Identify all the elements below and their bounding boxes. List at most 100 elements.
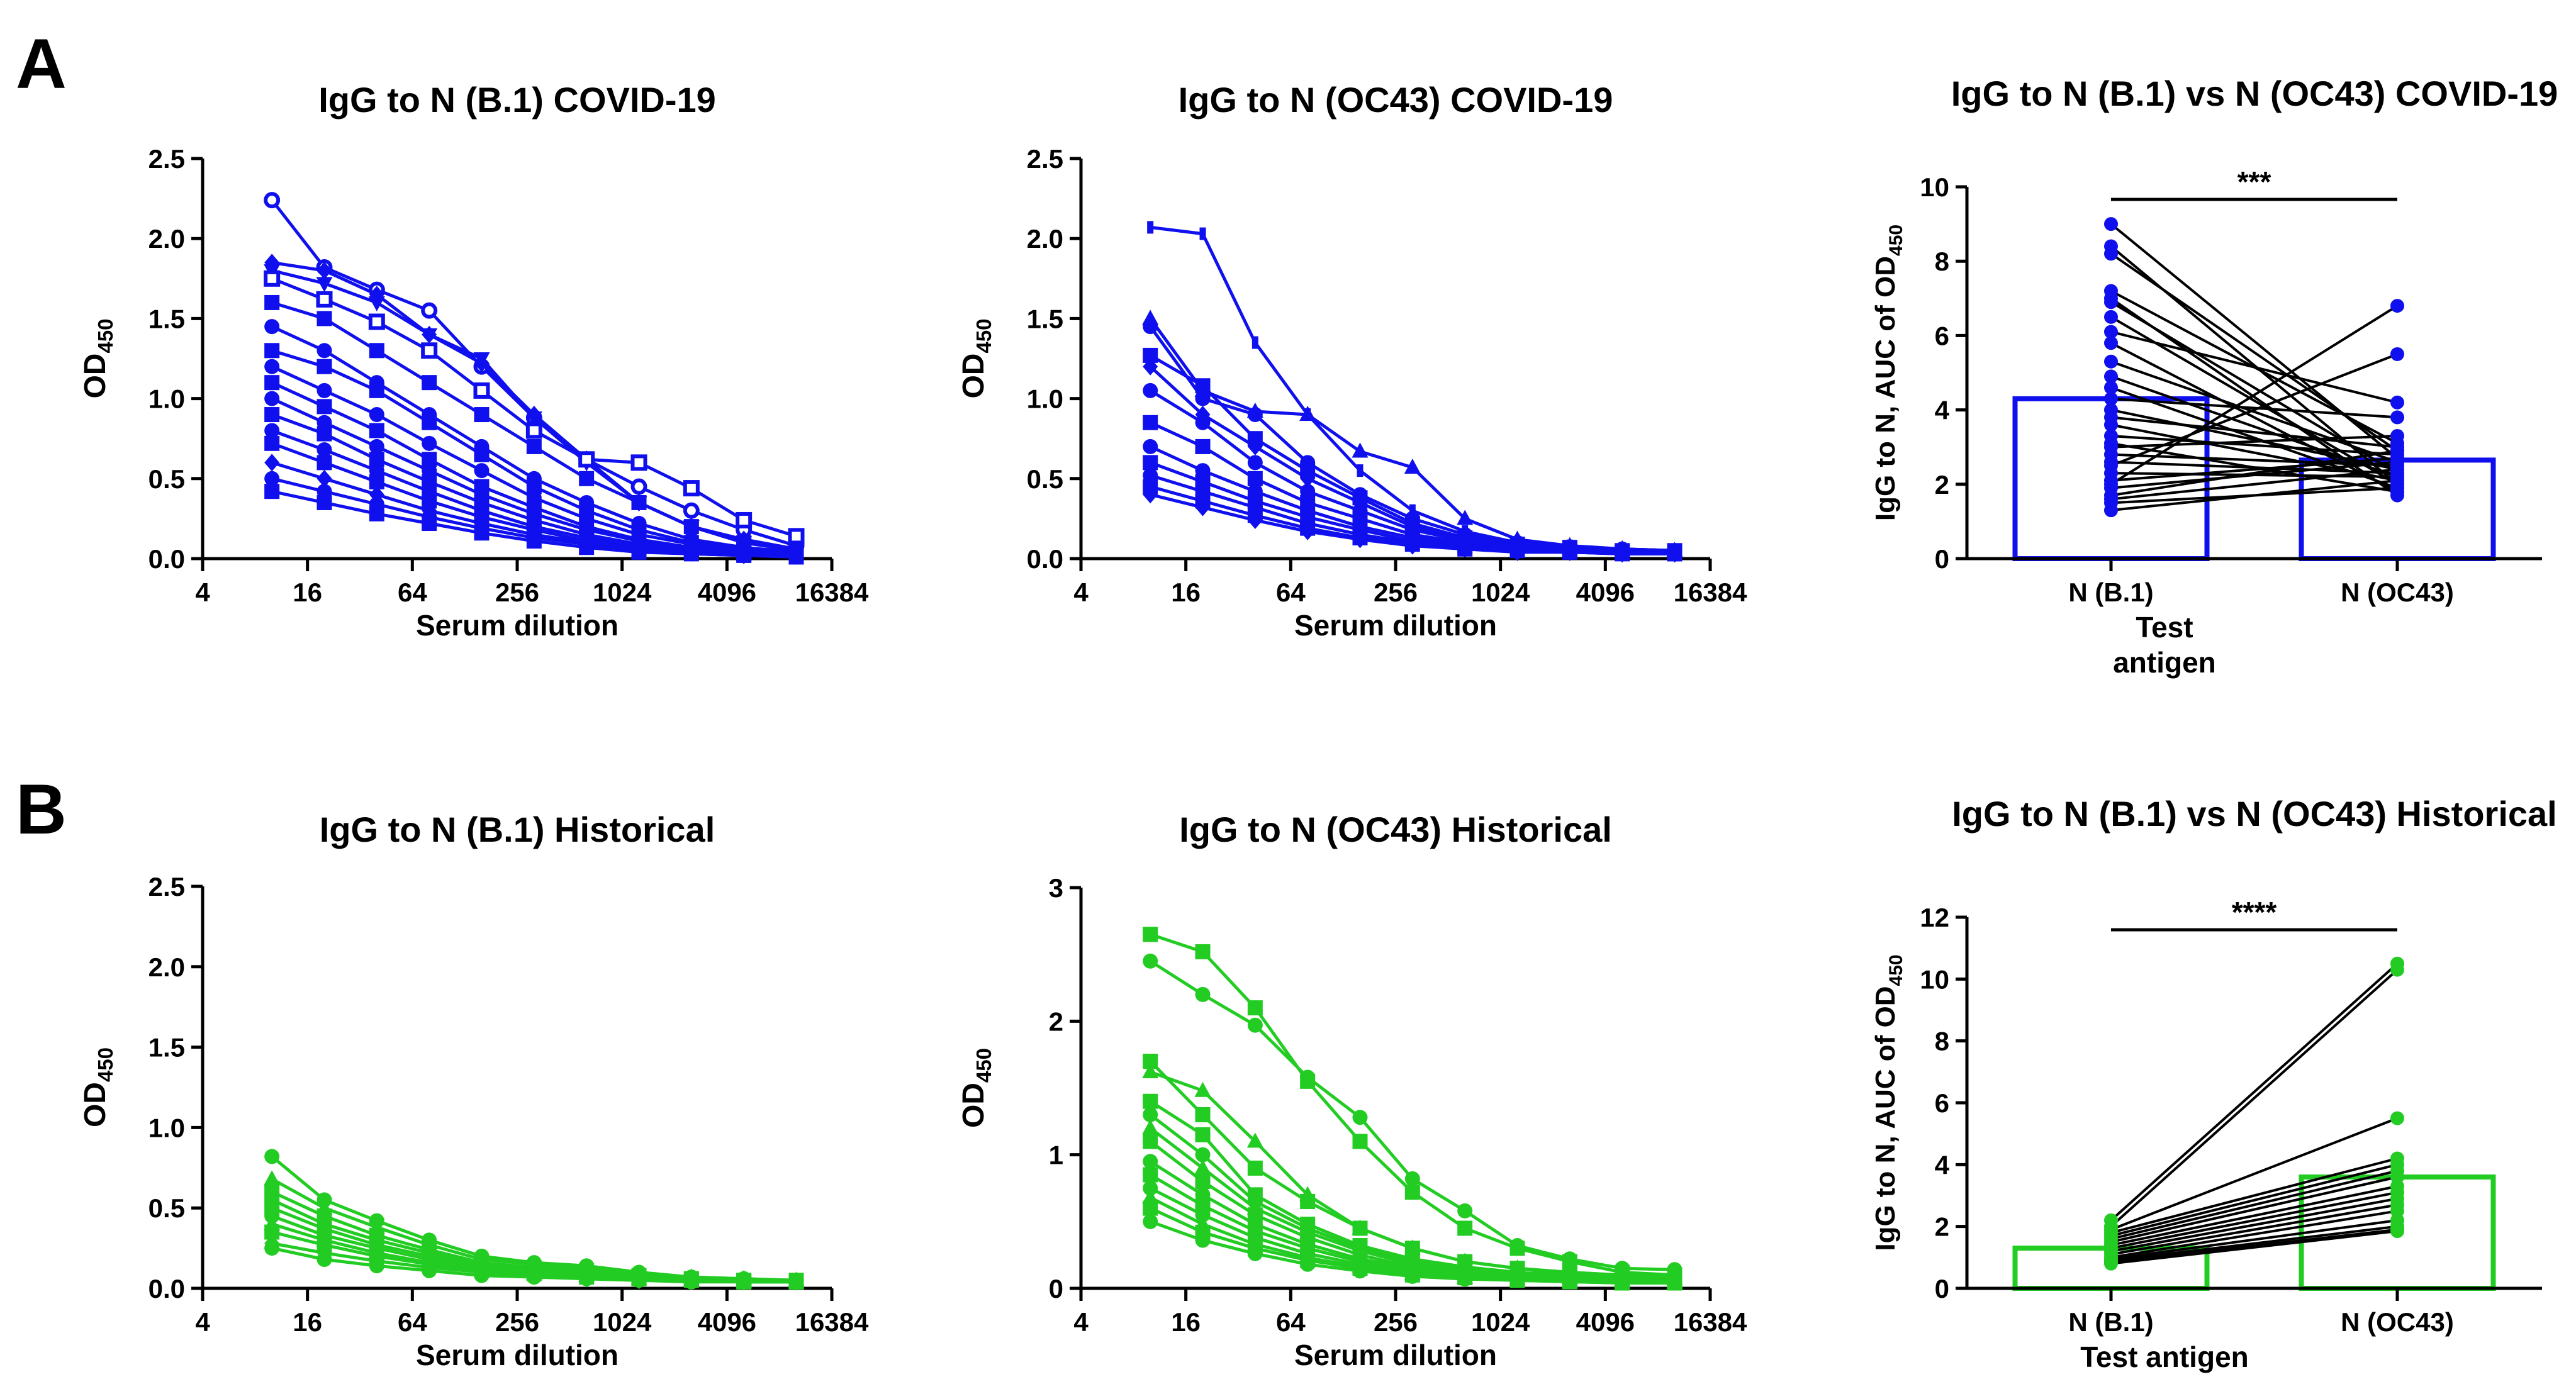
- data-point: [473, 352, 490, 367]
- data-point: [1247, 1160, 1263, 1176]
- pair-line: [2110, 330, 2398, 404]
- paired-samples: [2104, 217, 2404, 518]
- data-point: [1143, 455, 1158, 471]
- data-point: [2390, 428, 2404, 443]
- data-point: [2104, 391, 2118, 406]
- pair-line: [2110, 1197, 2398, 1252]
- y-axis-label-main: IgG to N, AUC of OD: [1870, 256, 1901, 521]
- pair-line: [2110, 479, 2398, 512]
- x-tick-label: 4: [195, 1307, 210, 1337]
- data-point: [2390, 462, 2404, 477]
- data-point: [579, 1271, 595, 1286]
- y-tick-label: 2.5: [148, 872, 185, 901]
- data-point: [1195, 378, 1211, 394]
- data-point: [369, 438, 384, 454]
- data-point: [1143, 953, 1158, 969]
- y-tick-label: 2.0: [148, 224, 185, 254]
- pair-line: [2110, 416, 2398, 449]
- data-point: [1615, 1275, 1630, 1291]
- data-point: [1615, 545, 1630, 563]
- y-tick-label: 2: [1049, 1007, 1063, 1036]
- y-axis-label-main: OD: [79, 354, 112, 399]
- data-point: [1194, 1081, 1211, 1097]
- x-axis-label: Test antigen: [2080, 1341, 2249, 1373]
- data-point: [264, 1149, 280, 1164]
- chart-b-b1: IgG to N (B.1) Historical 0.0 0.5 1.0 1.5 2.0…: [79, 810, 869, 1371]
- data-point: [1143, 319, 1158, 335]
- data-point: [1247, 455, 1263, 471]
- pair-line: [2110, 468, 2398, 501]
- data-point: [316, 455, 332, 471]
- y-tick-label: 0.0: [148, 1274, 185, 1303]
- data-point: [630, 478, 647, 495]
- x-tick-label: 64: [1276, 577, 1306, 607]
- pair-line: [2110, 453, 2398, 467]
- data-point: [1404, 1268, 1420, 1284]
- y-axis-label-subscript: 450: [972, 1048, 995, 1083]
- chart-a-b1: IgG to N (B.1) COVID-19 0.0 0.5 1.0 1.5 2.0 2.…: [79, 80, 869, 642]
- x-tick-label: 4: [195, 577, 210, 607]
- pair-line: [2110, 969, 2399, 1228]
- data-point: [1195, 1127, 1211, 1142]
- data-point: [1143, 1200, 1158, 1216]
- y-axis-label-main: IgG to N, AUC of OD: [1870, 986, 1901, 1251]
- data-point: [2104, 247, 2118, 261]
- data-point: [421, 342, 438, 359]
- series-s12: [1143, 486, 1683, 563]
- x-category-label: N (B.1): [2068, 1307, 2153, 1337]
- x-tick-label: 4: [1073, 577, 1089, 607]
- data-point: [316, 359, 332, 374]
- data-point: [683, 546, 699, 562]
- data-point: [1195, 415, 1211, 430]
- x-tick-label: 4096: [1576, 577, 1635, 607]
- data-point: [264, 407, 280, 423]
- x-category-label: N (OC43): [2341, 1307, 2454, 1337]
- y-axis-label-subscript: 450: [94, 1047, 117, 1082]
- y-axis-label: IgG to N, AUC of OD450: [1870, 225, 1907, 521]
- pair-line: [2110, 460, 2398, 475]
- y-tick-label: 0.0: [1027, 544, 1063, 574]
- data-point: [1143, 1167, 1158, 1183]
- panel-label-b: B: [16, 770, 67, 849]
- data-point: [264, 294, 280, 310]
- x-tick-label: 16384: [795, 1307, 869, 1337]
- data-point: [1352, 442, 1369, 458]
- data-point: [2104, 310, 2118, 324]
- y-tick-label: 2.0: [1027, 224, 1063, 254]
- data-point: [2104, 1256, 2118, 1271]
- data-point: [264, 484, 280, 499]
- data-point: [1194, 1159, 1211, 1174]
- data-point: [1143, 438, 1158, 454]
- data-point: [316, 343, 332, 359]
- y-axis-label-main: OD: [79, 1082, 112, 1127]
- data-point: [1247, 437, 1263, 455]
- data-point: [1299, 406, 1316, 421]
- x-axis-label: Serum dilution: [1294, 609, 1497, 642]
- pair-line: [2110, 1191, 2398, 1250]
- data-point: [1195, 986, 1211, 1002]
- pair-line: [2110, 449, 2398, 497]
- data-point: [1357, 464, 1364, 477]
- data-point: [1142, 1119, 1159, 1135]
- y-tick-label: 1.0: [148, 384, 185, 414]
- series-s14: [1143, 1213, 1683, 1291]
- data-point: [683, 480, 700, 497]
- chart-a-pair: IgG to N (B.1) vs N (OC43) COVID-19 0 2 4 6 8…: [1870, 74, 2558, 679]
- series-line: [1150, 225, 1675, 552]
- data-point: [1247, 407, 1263, 423]
- data-point: [1509, 1238, 1525, 1254]
- data-point: [736, 511, 753, 528]
- data-point: [1404, 458, 1421, 474]
- x-tick-label: 1024: [593, 1307, 652, 1337]
- paired-samples: [2104, 956, 2404, 1271]
- data-point: [264, 375, 280, 391]
- data-point: [1562, 543, 1577, 561]
- chart-title: IgG to N (B.1) COVID-19: [318, 80, 716, 120]
- data-point: [421, 328, 438, 343]
- data-point: [264, 1241, 280, 1256]
- chart-b-pair: IgG to N (B.1) vs N (OC43) Historical 0 2 4…: [1870, 794, 2557, 1373]
- data-point: [316, 291, 333, 308]
- y-tick-label: 2.5: [1027, 144, 1063, 174]
- data-point: [264, 319, 280, 335]
- data-point: [631, 544, 647, 560]
